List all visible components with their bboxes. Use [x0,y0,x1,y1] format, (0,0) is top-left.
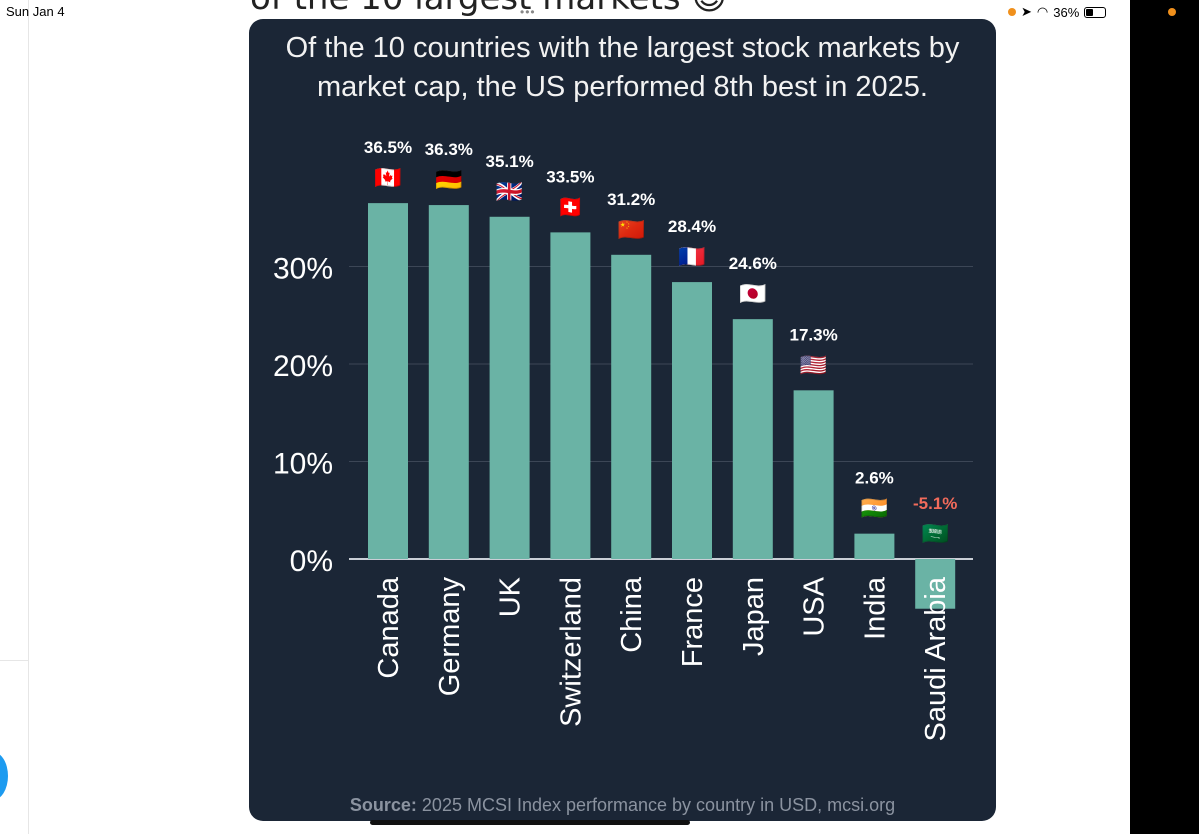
flag-icon: 🇸🇦 [921,522,948,547]
compose-button[interactable] [0,752,8,800]
data-label: 36.3% [425,140,473,159]
flag-icon: 🇨🇳 [617,218,644,243]
chart-source: Source: 2025 MCSI Index performance by c… [249,795,996,816]
tweet-text: of the 10 largest markets 😉 [250,0,727,18]
chart-title: Of the 10 countries with the largest sto… [285,32,960,103]
flag-icon: 🇫🇷 [678,245,705,270]
data-label: 24.6% [729,254,777,273]
x-tick-label: India [859,576,891,640]
x-tick-label: UK [495,576,527,617]
source-label: Source: [349,795,417,815]
bar-chart: 0% 10% 20% 30% 🇨🇦 36.5% Canada 🇩🇪 36.3% Germany 🇬🇧… [273,138,973,741]
data-label: 2.6% [855,469,894,488]
x-tick-label: Japan [738,577,770,656]
chart-image[interactable]: Of the 10 countries with the largest sto… [249,19,996,821]
y-tick-label: 30% [273,253,333,286]
source-text: 2025 MCSI Index performance by country i… [421,795,896,815]
recording-dot-icon [1008,8,1016,16]
flag-icon: 🇨🇦 [374,166,401,191]
y-tick-label: 20% [273,350,333,383]
flag-icon: 🇩🇪 [435,168,462,193]
bar [489,216,530,559]
bar [915,559,956,609]
home-indicator[interactable] [370,820,690,825]
status-date: Sun Jan 4 [6,4,65,19]
data-label: 28.4% [668,217,716,236]
bar [368,203,408,559]
data-label: 17.3% [789,325,837,344]
status-indicators: ➤ ◠ 36% [1008,4,1107,20]
data-label: 33.5% [546,167,594,186]
x-tick-label: USA [799,576,831,636]
battery-percent: 36% [1053,4,1080,20]
x-tick-label: Germany [434,577,466,697]
bar [428,205,469,559]
data-label: 36.5% [364,138,412,157]
data-label: 35.1% [485,152,533,171]
bar [732,319,773,559]
bar [854,533,895,559]
bar [672,282,712,559]
x-tick-label: Saudi Arabia [920,576,952,741]
y-tick-label: 10% [273,448,333,481]
sidebar-divider [28,0,29,834]
status-dot-icon [1168,8,1176,16]
screen-edge [1130,0,1199,834]
flag-icon: 🇺🇸 [800,353,827,378]
flag-icon: 🇮🇳 [861,497,888,522]
wifi-icon: ◠ [1036,4,1049,19]
more-options-icon[interactable]: ••• [520,5,536,19]
x-tick-label: Canada [373,576,405,678]
location-arrow-icon: ➤ [1021,4,1032,19]
data-label: -5.1% [913,494,957,513]
flag-icon: 🇯🇵 [739,282,766,307]
y-tick-label: 0% [290,545,333,578]
bar [550,232,591,559]
bar [611,254,652,560]
flag-icon: 🇨🇭 [557,194,584,220]
x-tick-label: China [616,576,648,653]
data-label: 31.2% [607,190,655,209]
bar [793,390,834,559]
battery-icon [1084,6,1107,18]
x-tick-label: Switzerland [555,577,587,727]
sidebar-separator [0,660,28,661]
flag-icon: 🇬🇧 [496,180,523,205]
x-tick-label: France [677,577,709,667]
